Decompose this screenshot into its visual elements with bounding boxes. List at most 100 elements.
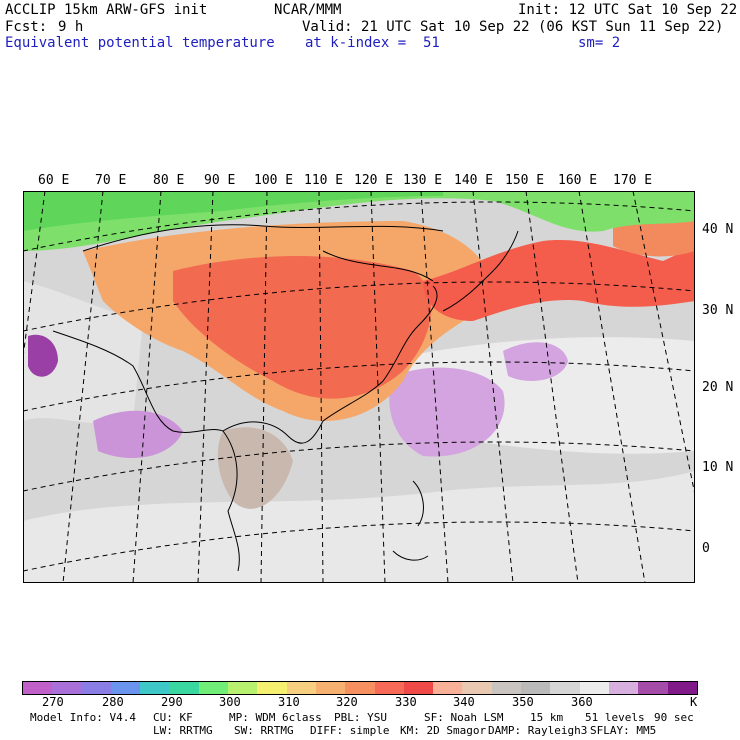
- lon-label: 150 E: [505, 173, 545, 188]
- colorbar-swatch: [23, 682, 53, 694]
- colorbar-tick: 350: [512, 695, 534, 709]
- colorbar-tick: 330: [395, 695, 417, 709]
- longwave-scheme: LW: RRTMG: [153, 724, 213, 737]
- coastline: [392, 480, 429, 561]
- meridian-line: [132, 191, 162, 583]
- coastline: [52, 330, 240, 572]
- coastline: [222, 285, 438, 444]
- forecast-hours: 9 h: [58, 19, 84, 35]
- lon-label: 110 E: [304, 173, 344, 188]
- parallel-line: [23, 521, 695, 572]
- forecast-label: Fcst:: [5, 19, 48, 35]
- colorbar-swatch: [550, 682, 580, 694]
- pbl-scheme: PBL: YSU: [334, 711, 387, 724]
- colorbar-swatch: [52, 682, 82, 694]
- colorbar: [22, 681, 698, 695]
- lat-label: 10 N: [702, 460, 734, 475]
- colorbar-tick: 360: [571, 695, 593, 709]
- meridian-line: [260, 191, 268, 583]
- meridian-line: [62, 191, 104, 583]
- meridian-line: [578, 191, 646, 583]
- japan-red-region: [423, 240, 695, 321]
- lon-label: 140 E: [454, 173, 494, 188]
- lon-label: 70 E: [95, 173, 127, 188]
- parallel-line: [23, 201, 695, 252]
- colorbar-swatch: [257, 682, 287, 694]
- lon-label: 170 E: [613, 173, 653, 188]
- colorbar-swatch: [374, 682, 404, 694]
- surface-layer-option: SFLAY: MM5: [590, 724, 657, 737]
- colorbar-swatch: [638, 682, 668, 694]
- colorbar-swatch: [608, 682, 639, 694]
- map-frame: [23, 191, 695, 583]
- level-label: at k-index = 51: [305, 35, 440, 51]
- km-option: KM: 2D Smagor: [400, 724, 487, 737]
- indochina-region: [217, 427, 293, 509]
- field-name: Equivalent potential temperature: [5, 35, 275, 51]
- colorbar-tick: 280: [102, 695, 124, 709]
- colorbar-tick: 310: [278, 695, 300, 709]
- graticule: [23, 191, 695, 583]
- colorbar-swatch: [198, 682, 229, 694]
- colorbar-swatch: [315, 682, 346, 694]
- arabian-coast-purple: [28, 334, 58, 377]
- colorbar-swatch: [345, 682, 375, 694]
- pacific-purple: [503, 342, 568, 381]
- meridian-line: [420, 191, 449, 583]
- shortwave-scheme: SW: RRTMG: [234, 724, 294, 737]
- meridian-line: [525, 191, 579, 583]
- colorbar-swatch: [110, 682, 141, 694]
- colorbar-swatch: [579, 682, 609, 694]
- lon-label: 160 E: [558, 173, 598, 188]
- parallel-line: [23, 281, 695, 332]
- parallel-line: [23, 361, 695, 412]
- valid-time: Valid: 21 UTC Sat 10 Sep 22 (06 KST Sun …: [302, 19, 724, 35]
- bay-bengal-purple: [93, 410, 183, 459]
- colorbar-swatch: [169, 682, 199, 694]
- lon-label: 90 E: [204, 173, 236, 188]
- colorbar-unit: K: [690, 695, 698, 709]
- lat-label: 30 N: [702, 303, 734, 318]
- tropical-light-region: [23, 471, 695, 583]
- lon-label: 100 E: [254, 173, 294, 188]
- damping-option: DAMP: Rayleigh3: [488, 724, 588, 737]
- microphysics-scheme: MP: WDM 6class: [229, 711, 322, 724]
- grid-spacing: 15 km: [530, 711, 564, 724]
- colorbar-swatch: [403, 682, 434, 694]
- time-step: 90 sec: [654, 711, 694, 724]
- meridian-line: [632, 191, 695, 498]
- meridian-line: [23, 191, 46, 361]
- meridian-line: [472, 191, 514, 583]
- colorbar-tick: 340: [453, 695, 475, 709]
- coastlines: [52, 224, 519, 572]
- border-line: [82, 224, 444, 282]
- lon-label: 60 E: [38, 173, 70, 188]
- colorbar-tick: 270: [42, 695, 64, 709]
- parallel-line: [23, 441, 695, 492]
- philippine-sea-purple: [389, 367, 505, 457]
- vertical-levels: 51 levels: [585, 711, 645, 724]
- coastline: [442, 230, 519, 312]
- colorbar-tick: 290: [161, 695, 183, 709]
- lat-label: 0: [702, 541, 710, 556]
- surface-scheme: SF: Noah LSM: [424, 711, 504, 724]
- meridian-line: [318, 191, 324, 583]
- theta-e-map: [23, 191, 695, 583]
- colorbar-swatch: [140, 682, 170, 694]
- china-red-region: [173, 256, 432, 399]
- lon-label: 80 E: [153, 173, 185, 188]
- lat-label: 40 N: [702, 222, 734, 237]
- colorbar-swatch: [81, 682, 111, 694]
- colorbar-swatch: [491, 682, 522, 694]
- meridian-line: [370, 191, 386, 583]
- smoothing-label: sm= 2: [578, 35, 621, 51]
- colorbar-swatch: [433, 682, 463, 694]
- org-label: NCAR/MMM: [274, 2, 342, 18]
- meridian-line: [197, 191, 214, 583]
- colorbar-tick: 320: [336, 695, 358, 709]
- colorbar-swatch: [667, 682, 697, 694]
- cumulus-scheme: CU: KF: [153, 711, 193, 724]
- arabian-light-region: [23, 281, 143, 424]
- colorbar-swatch: [228, 682, 258, 694]
- colorbar-swatch: [521, 682, 551, 694]
